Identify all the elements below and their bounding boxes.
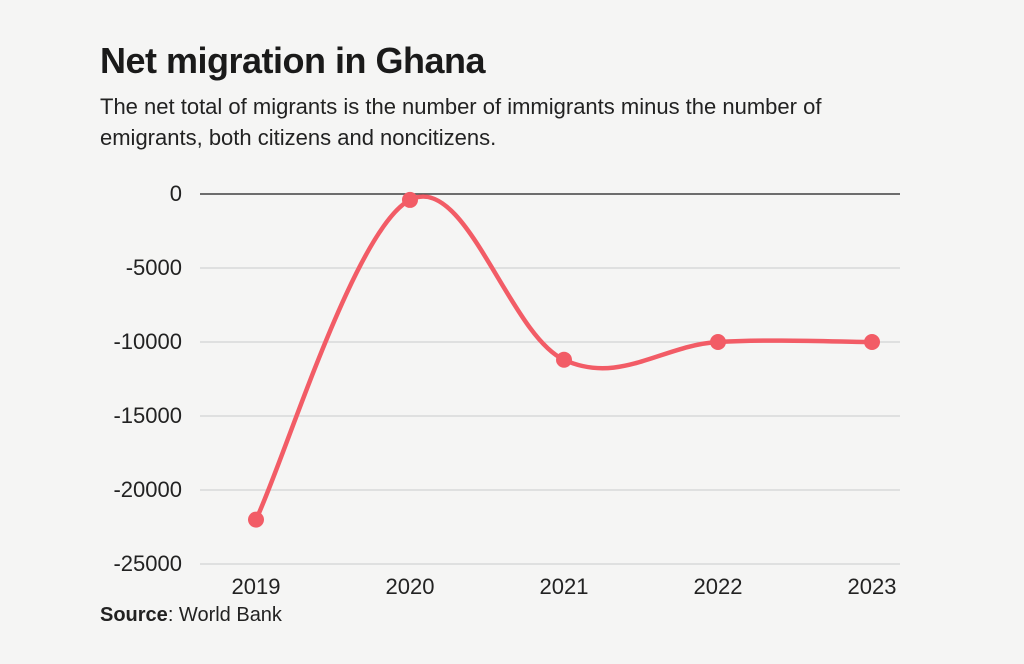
line-chart: 0-5000-10000-15000-20000-250002019202020… bbox=[100, 194, 920, 564]
source-value: : World Bank bbox=[168, 604, 282, 626]
y-axis-label: -20000 bbox=[100, 477, 190, 503]
y-axis-label: -25000 bbox=[100, 551, 190, 577]
data-point bbox=[710, 334, 726, 350]
data-point bbox=[556, 351, 572, 367]
data-point bbox=[864, 334, 880, 350]
x-axis-label: 2022 bbox=[694, 564, 743, 600]
chart-svg bbox=[100, 194, 920, 564]
x-axis-label: 2021 bbox=[540, 564, 589, 600]
y-axis-label: -5000 bbox=[100, 255, 190, 281]
chart-source: Source: World Bank bbox=[100, 604, 924, 627]
chart-title: Net migration in Ghana bbox=[100, 40, 924, 82]
x-axis-label: 2020 bbox=[386, 564, 435, 600]
x-axis-label: 2019 bbox=[232, 564, 281, 600]
y-axis-label: -10000 bbox=[100, 329, 190, 355]
x-axis-label: 2023 bbox=[848, 564, 897, 600]
source-label: Source bbox=[100, 604, 168, 626]
y-axis-label: -15000 bbox=[100, 403, 190, 429]
data-point bbox=[248, 511, 264, 527]
y-axis-label: 0 bbox=[100, 181, 190, 207]
data-point bbox=[402, 192, 418, 208]
chart-subtitle: The net total of migrants is the number … bbox=[100, 92, 880, 154]
